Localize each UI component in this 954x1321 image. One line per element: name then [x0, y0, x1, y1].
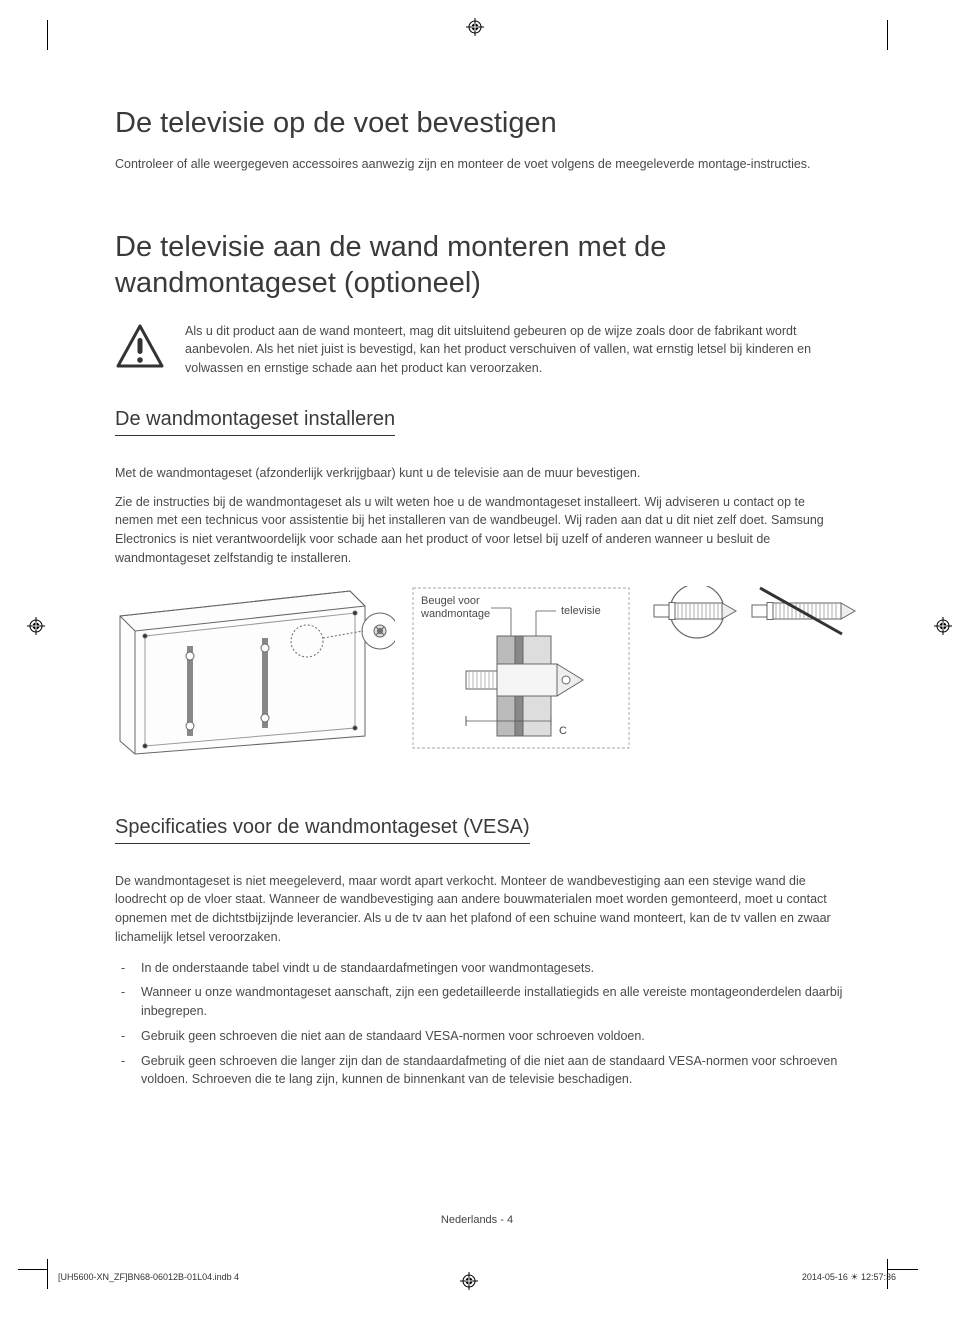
section4-p1: De wandmontageset is niet meegeleverd, m… — [115, 872, 845, 947]
diagram-label-bracket: Beugel voorwandmontage — [420, 595, 490, 620]
registration-mark-icon — [466, 18, 484, 36]
bullet-marker: - — [121, 959, 133, 978]
list-item-text: Gebruik geen schroeven die niet aan de s… — [141, 1027, 645, 1046]
page-content: De televisie op de voet bevestigen Contr… — [115, 105, 845, 1095]
list-item: - In de onderstaande tabel vindt u de st… — [115, 959, 845, 978]
diagram-bolts — [647, 586, 857, 646]
registration-mark-icon — [27, 617, 45, 635]
list-item: - Gebruik geen schroeven die niet aan de… — [115, 1027, 845, 1046]
list-item-text: Gebruik geen schroeven die langer zijn d… — [141, 1052, 845, 1090]
bullet-marker: - — [121, 1027, 133, 1046]
page-footer: Nederlands - 4 — [0, 1214, 954, 1226]
section3-p2: Zie de instructies bij de wandmontageset… — [115, 493, 845, 568]
section4-bullets: - In de onderstaande tabel vindt u de st… — [115, 959, 845, 1090]
crop-mark — [18, 1269, 48, 1270]
section4-heading: Specificaties voor de wandmontageset (VE… — [115, 816, 530, 844]
warning-block: Als u dit product aan de wand monteert, … — [115, 322, 845, 378]
list-item: - Wanneer u onze wandmontageset aanschaf… — [115, 983, 845, 1021]
diagram-label-tv: televisie — [561, 605, 601, 617]
bullet-marker: - — [121, 983, 133, 1021]
warning-text: Als u dit product aan de wand monteert, … — [185, 322, 845, 378]
section1-body: Controleer of alle weergegeven accessoir… — [115, 155, 845, 174]
doc-footer-right: 2014-05-16 ☀ 12:57:36 — [802, 1272, 896, 1283]
crop-mark — [888, 1269, 918, 1270]
section1-heading: De televisie op de voet bevestigen — [115, 105, 845, 141]
doc-footer: [UH5600-XN_ZF]BN68-06012B-01L04.indb 4 2… — [58, 1272, 896, 1283]
doc-footer-left: [UH5600-XN_ZF]BN68-06012B-01L04.indb 4 — [58, 1272, 239, 1283]
registration-mark-icon — [934, 617, 952, 635]
list-item: - Gebruik geen schroeven die langer zijn… — [115, 1052, 845, 1090]
diagram-label-c: C — [559, 725, 567, 737]
section3-p1: Met de wandmontageset (afzonderlijk verk… — [115, 464, 845, 483]
list-item-text: In de onderstaande tabel vindt u de stan… — [141, 959, 594, 978]
diagram-bracket-detail: Beugel voorwandmontage televisie C — [411, 586, 631, 756]
section2-heading: De televisie aan de wand monteren met de… — [115, 229, 845, 302]
section3-heading: De wandmontageset installeren — [115, 408, 395, 436]
diagram-row: Beugel voorwandmontage televisie C — [115, 586, 845, 756]
crop-mark — [47, 1259, 48, 1289]
list-item-text: Wanneer u onze wandmontageset aanschaft,… — [141, 983, 845, 1021]
diagram-tv-back — [115, 586, 395, 756]
bullet-marker: - — [121, 1052, 133, 1090]
warning-icon — [115, 324, 165, 370]
crop-mark — [887, 20, 888, 50]
crop-mark — [47, 20, 48, 50]
